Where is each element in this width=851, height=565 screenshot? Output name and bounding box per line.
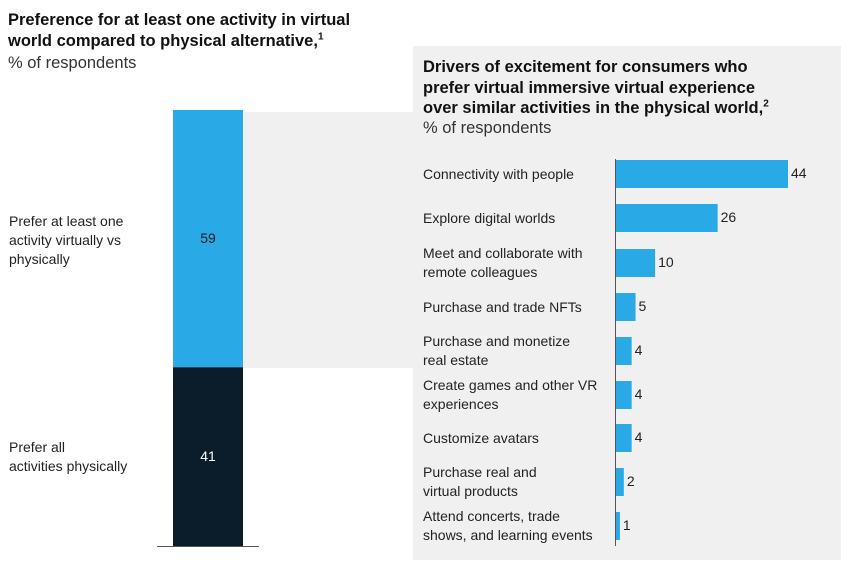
bar-value-label: 10 xyxy=(658,254,674,270)
panel-connector xyxy=(243,112,415,368)
bar-value-label: 4 xyxy=(634,429,643,445)
horizontal-bar xyxy=(616,381,632,409)
stacked-bar-value: 41 xyxy=(200,447,216,464)
horizontal-bar xyxy=(616,249,656,277)
right-chart-title: Drivers of excitement for consumers who … xyxy=(423,57,769,119)
bar-category-label: Purchase and monetize real estate xyxy=(423,332,570,370)
bar-category-label: Meet and collaborate with remote colleagu… xyxy=(423,244,583,282)
footnote-marker: 1 xyxy=(317,31,324,43)
left-chart-subtitle: % of respondents xyxy=(8,54,137,72)
right-chart-subtitle: % of respondents xyxy=(423,119,552,137)
bar-category-label-line: Meet and collaborate with xyxy=(423,245,583,261)
left-title-line-text: world compared to physical alternative, xyxy=(8,32,318,50)
horizontal-bar xyxy=(616,204,718,232)
bar-value-label: 4 xyxy=(634,386,643,402)
bar-category-label-line: shows, and learning events xyxy=(423,527,593,543)
horizontal-bar xyxy=(616,424,632,452)
horizontal-bar xyxy=(616,512,620,540)
bar-category-label-line: Purchase and trade NFTs xyxy=(423,298,582,315)
stacked-bar-label-line: activities physically xyxy=(9,458,128,474)
bar-category-label: Purchase real and virtual products xyxy=(423,463,537,501)
bar-value-label: 26 xyxy=(720,209,737,225)
horizontal-bar xyxy=(616,468,624,496)
stacked-bar-value: 59 xyxy=(200,229,216,246)
bar-category-label: Purchase and trade NFTs xyxy=(423,298,582,317)
bar-category-label-line: Explore digital worlds xyxy=(423,209,556,226)
bar-category-label-line: Purchase real and xyxy=(423,464,537,480)
bar-category-label-line: real estate xyxy=(423,352,489,368)
left-title-line: world compared to physical alternative,1 xyxy=(8,31,350,52)
bar-category-label-line: Purchase and monetize xyxy=(423,333,571,349)
horizontal-bar xyxy=(616,293,636,321)
bar-category-label: Attend concerts, trade shows, and learnin… xyxy=(423,507,593,545)
bar-value-label: 5 xyxy=(638,298,647,314)
bar-category-label: Create games and other VR experiences xyxy=(423,376,597,414)
right-title-line: Drivers of excitement for consumers who xyxy=(423,58,748,76)
horizontal-bar xyxy=(616,160,788,188)
right-title-line: over similar activities in the physical … xyxy=(423,98,769,119)
bar-value-label: 4 xyxy=(634,342,643,358)
footnote-marker: 2 xyxy=(763,98,769,110)
bar-value-label: 44 xyxy=(791,165,807,181)
bar-category-label: Explore digital worlds xyxy=(423,209,555,228)
bar-category-label-line: Customize avatars xyxy=(423,429,539,446)
bar-category-label-line: virtual products xyxy=(423,483,518,499)
bar-value-label: 1 xyxy=(622,517,631,533)
bar-category-label-line: Attend concerts, trade xyxy=(423,508,560,524)
left-title-line: Preference for at least one activity in … xyxy=(8,11,351,29)
bar-category-label-line: remote colleagues xyxy=(423,264,538,280)
stacked-bar-segment xyxy=(173,110,243,368)
stacked-bar-segment xyxy=(173,367,243,546)
bar-category-label-line: Connectivity with people xyxy=(423,165,574,182)
stacked-bar-label-line: physically xyxy=(9,251,70,267)
right-title-line: prefer virtual immersive virtual experie… xyxy=(423,78,755,97)
bar-category-label: Connectivity with people xyxy=(423,165,574,184)
stacked-bar-label: Prefer all activities physically xyxy=(9,438,127,476)
bar-value-label: 2 xyxy=(626,473,635,489)
stacked-bar-label: Prefer at least one activity virtually vs… xyxy=(9,212,123,269)
stacked-bar-label-line: Prefer all xyxy=(9,439,66,455)
stacked-bar-label-line: activity virtually vs xyxy=(9,232,122,248)
bar-category-label-line: Create games and other VR xyxy=(423,377,598,393)
right-title-line-text: over similar activities in the physical … xyxy=(423,99,764,117)
stacked-bar-label-line: Prefer at least one xyxy=(9,213,124,229)
left-chart-title: Preference for at least one activity in … xyxy=(8,10,350,52)
bar-category-label: Customize avatars xyxy=(423,429,539,448)
bar-category-label-line: experiences xyxy=(423,396,499,412)
horizontal-bar xyxy=(616,337,632,365)
